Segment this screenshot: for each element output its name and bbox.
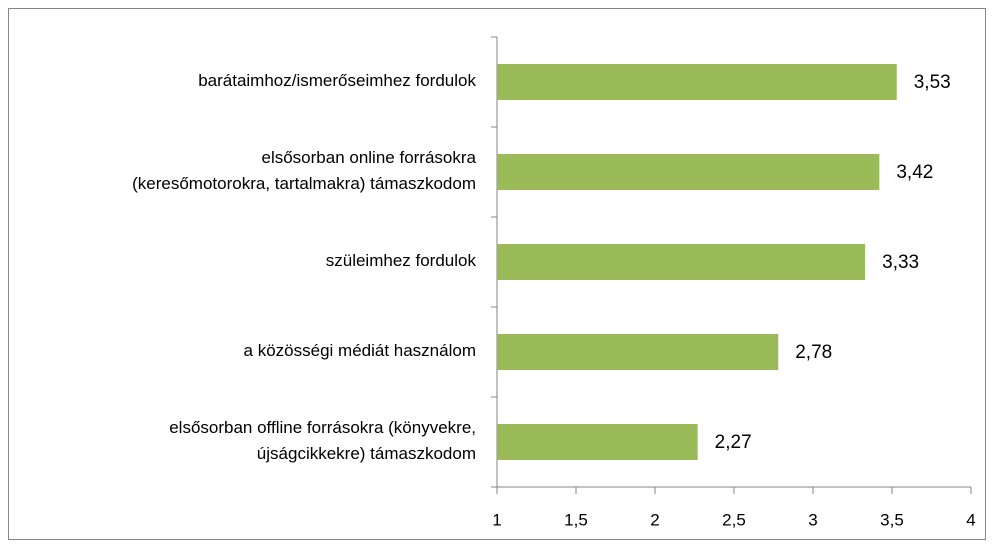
bar [497,154,880,190]
value-label: 3,42 [896,162,933,183]
category-label-line: (keresőmotorokra, tartalmakra) támaszkod… [132,174,476,193]
x-tick-label: 1 [492,510,501,529]
category-label-line: barátaimhoz/ismerőseimhez fordulok [198,71,476,90]
x-tick-label: 3,5 [880,510,904,529]
category-label: elsősorban online forrásokra (keresőmotor… [132,148,476,193]
x-tick-label: 4 [966,510,975,529]
category-label-line: elsősorban offline forrásokra (könyvekre… [169,418,476,437]
bar [497,64,897,100]
category-label: barátaimhoz/ismerőseimhez fordulok [198,71,476,90]
value-label: 3,53 [914,72,951,93]
x-tick-label: 3 [808,510,817,529]
value-label: 2,78 [795,342,832,363]
x-tick-label: 1,5 [564,510,588,529]
category-label-line: elsősorban online forrásokra [261,148,476,167]
bar [497,334,779,370]
value-label: 2,27 [715,432,752,453]
category-label-line: újságcikkekre) támaszkodom [257,444,476,463]
category-label: a közösségi médiát használom [244,341,476,360]
category-label-line: a közösségi médiát használom [244,341,476,360]
category-label: elsősorban offline forrásokra (könyvekre… [169,418,476,463]
bar [497,244,866,280]
value-label: 3,33 [882,252,919,273]
category-label-line: szüleimhez fordulok [326,251,477,270]
category-label: szüleimhez fordulok [326,251,477,270]
bar [497,424,698,460]
chart-frame [8,8,986,540]
x-tick-label: 2 [650,510,659,529]
x-tick-label: 2,5 [722,510,746,529]
